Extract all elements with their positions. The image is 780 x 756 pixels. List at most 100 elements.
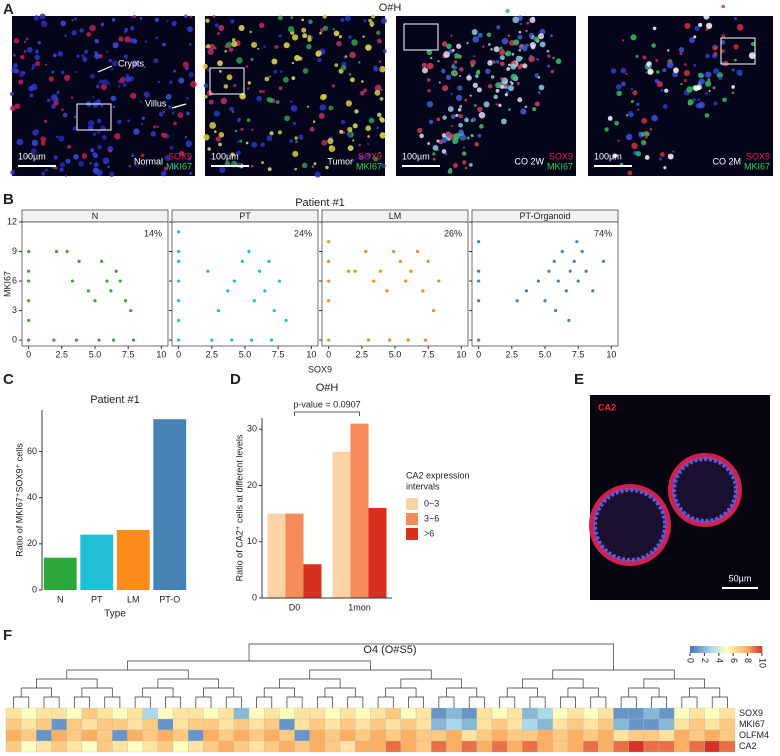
cell xyxy=(464,166,468,170)
point xyxy=(552,259,556,263)
heat-cell xyxy=(264,740,280,753)
cell xyxy=(350,77,355,83)
cell xyxy=(684,79,687,82)
cell xyxy=(59,162,65,168)
cell xyxy=(160,170,167,177)
point xyxy=(269,338,274,342)
heat-cell xyxy=(719,718,736,731)
point xyxy=(524,289,529,293)
cell xyxy=(312,120,316,123)
cell xyxy=(301,162,308,169)
cell xyxy=(466,41,469,45)
cell xyxy=(81,54,85,58)
heat-cell xyxy=(598,718,614,731)
x-tick-label: 0 xyxy=(326,349,331,359)
cell xyxy=(206,44,211,49)
dendrogram-branch xyxy=(134,696,151,708)
facet-title: N xyxy=(92,211,99,221)
cell xyxy=(309,126,315,132)
cell xyxy=(124,30,127,34)
cell xyxy=(501,77,509,85)
cell xyxy=(510,63,517,70)
cell xyxy=(239,139,243,143)
cell xyxy=(547,54,551,58)
cell xyxy=(443,51,450,58)
point xyxy=(177,299,181,303)
cell xyxy=(95,84,100,89)
heat-cell xyxy=(36,740,52,753)
heat-cell xyxy=(96,729,113,742)
cell xyxy=(110,95,117,102)
cell xyxy=(644,131,650,137)
cell xyxy=(457,54,462,59)
cell xyxy=(464,117,469,123)
point xyxy=(263,289,267,293)
point xyxy=(27,299,31,303)
cell xyxy=(348,72,352,76)
cell xyxy=(145,163,148,167)
heat-cell xyxy=(51,718,67,731)
heat-cell xyxy=(674,718,690,731)
cell xyxy=(468,73,471,76)
cell xyxy=(687,99,694,106)
cell xyxy=(713,51,718,57)
cell xyxy=(158,111,164,117)
x-tick-label: 2.5 xyxy=(206,349,219,359)
cell xyxy=(649,64,653,67)
cell xyxy=(13,63,19,69)
heat-cell xyxy=(264,729,280,742)
cell xyxy=(143,91,151,99)
cell xyxy=(25,37,29,41)
dendrogram-branch xyxy=(248,643,614,670)
cell xyxy=(421,62,427,68)
panel-label: F xyxy=(3,627,12,644)
cell xyxy=(495,103,498,106)
cell xyxy=(684,22,691,30)
heat-cell xyxy=(203,729,219,742)
cell xyxy=(471,28,478,36)
cell xyxy=(228,47,234,52)
chart-title: O#H xyxy=(316,382,339,394)
cell xyxy=(249,30,252,33)
cell xyxy=(698,101,706,109)
cell xyxy=(683,69,691,77)
bar xyxy=(43,557,77,590)
point xyxy=(327,240,331,244)
heat-cell xyxy=(370,729,386,742)
legend-swatch xyxy=(406,513,418,525)
heat-cell xyxy=(233,740,250,753)
bar xyxy=(267,513,286,598)
cell xyxy=(686,86,693,93)
heat-cell xyxy=(21,729,37,742)
point xyxy=(388,338,392,342)
cell xyxy=(257,47,260,50)
cell xyxy=(645,71,648,74)
cell xyxy=(705,22,713,30)
cell xyxy=(102,134,107,140)
cell xyxy=(462,146,466,149)
heat-cell xyxy=(127,718,143,731)
stain-label: MKI67 xyxy=(547,161,573,171)
cell xyxy=(680,82,683,86)
heat-cell xyxy=(157,718,174,731)
dendrogram-branch xyxy=(20,687,52,697)
annotation: 74% xyxy=(594,228,612,238)
dendrogram-branch xyxy=(256,696,273,708)
y-tick-label: 9 xyxy=(12,246,17,256)
cell xyxy=(336,40,342,47)
cell xyxy=(140,122,144,125)
cell xyxy=(750,41,756,47)
cell xyxy=(692,98,696,102)
point xyxy=(601,259,606,263)
scale-label: 100µm xyxy=(18,151,46,161)
cell xyxy=(378,67,382,70)
cell xyxy=(667,153,674,160)
point xyxy=(230,338,234,342)
point xyxy=(93,299,97,303)
organoid xyxy=(589,484,671,566)
heat-cell xyxy=(461,729,477,742)
point xyxy=(576,279,580,283)
cell xyxy=(290,105,298,112)
heat-cell xyxy=(400,718,417,731)
cell xyxy=(647,68,654,75)
